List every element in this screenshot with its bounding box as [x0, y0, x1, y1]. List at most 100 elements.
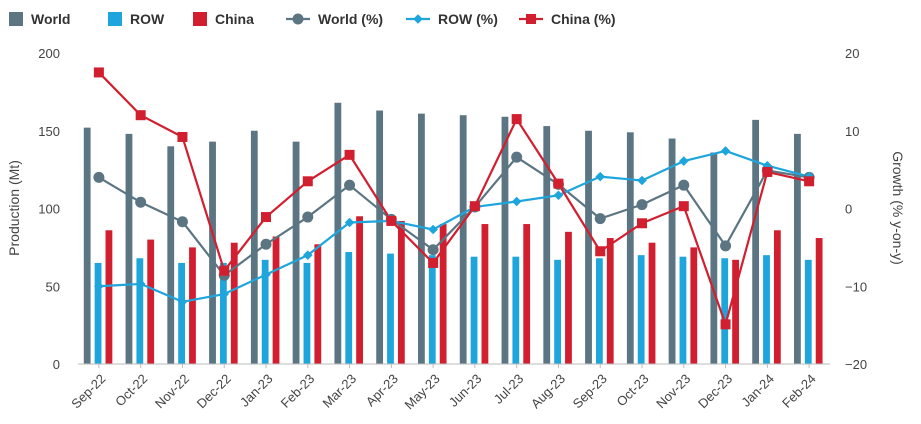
- bar-row: [178, 262, 186, 364]
- point-china: [678, 201, 689, 212]
- bar-world: [292, 141, 300, 364]
- point-world: [511, 151, 523, 163]
- y-left-tick-label: 0: [53, 357, 60, 372]
- x-tick-label: Jan-23: [237, 371, 276, 410]
- bar-row: [136, 258, 144, 364]
- bar-china: [314, 244, 322, 364]
- point-china: [428, 257, 439, 268]
- legend-marker-china: [526, 14, 536, 24]
- bar-china: [815, 238, 823, 364]
- point-row: [94, 281, 104, 292]
- legend-label-world: World: [31, 11, 70, 27]
- y-right-tick-label: 10: [845, 124, 859, 139]
- bar-row: [428, 255, 436, 364]
- point-row: [177, 297, 188, 307]
- point-row: [678, 156, 689, 166]
- bar-china: [189, 247, 196, 364]
- bar-china: [356, 216, 363, 364]
- y-left-tick-label: 200: [38, 46, 60, 61]
- legend-marker-row: [413, 14, 423, 24]
- line-series-group: [93, 67, 815, 330]
- point-row: [595, 171, 606, 182]
- legend-item-row: ROW (%): [406, 11, 498, 27]
- point-china: [762, 166, 773, 177]
- bar-world: [334, 102, 342, 364]
- legend-label-row: ROW: [130, 11, 165, 27]
- bar-china: [105, 230, 113, 364]
- x-tick-label: Aug-23: [528, 371, 568, 411]
- legend: World ROW China World (%) ROW (%) China (%): [9, 11, 616, 27]
- bar-world: [125, 133, 133, 364]
- bar-world: [626, 132, 634, 364]
- bar-world: [83, 127, 91, 364]
- bar-china: [732, 259, 739, 364]
- point-row: [720, 146, 731, 156]
- point-china: [177, 131, 188, 142]
- bar-row: [721, 258, 729, 364]
- legend-swatch-world: [9, 12, 23, 26]
- bar-world: [459, 115, 467, 364]
- point-china: [595, 246, 606, 257]
- bar-world: [418, 113, 425, 365]
- bar-world: [209, 141, 216, 364]
- bar-row: [512, 256, 520, 364]
- line-world: [98, 156, 810, 277]
- x-tick-label: Dec-23: [695, 371, 735, 411]
- bar-world: [543, 126, 551, 365]
- line-china: [98, 71, 810, 326]
- point-world: [344, 179, 356, 191]
- bar-row: [94, 262, 102, 364]
- bar-china: [690, 247, 698, 364]
- bar-world: [167, 146, 175, 364]
- bar-series-group: [83, 102, 823, 365]
- y-axis-left-title: Production (Mt): [6, 160, 22, 256]
- point-china: [386, 215, 397, 226]
- point-row: [553, 190, 564, 201]
- bar-row: [387, 253, 394, 364]
- x-tick-label: Sep-22: [68, 371, 108, 411]
- legend-item-world: World: [9, 11, 70, 27]
- y-left-tick-label: 100: [38, 202, 60, 217]
- legend-item-row: ROW: [108, 11, 165, 27]
- point-china: [511, 114, 522, 125]
- x-tick-label: Apr-23: [363, 371, 401, 409]
- x-tick-label: Mar-23: [319, 371, 359, 411]
- x-tick-label: Jan-24: [738, 371, 777, 410]
- point-world: [427, 244, 439, 256]
- bar-row: [637, 255, 645, 364]
- legend-marker-world: [292, 13, 304, 25]
- y-left-tick-label: 150: [38, 124, 60, 139]
- bar-china: [272, 236, 280, 364]
- point-row: [637, 175, 647, 186]
- legend-item-china: China: [193, 11, 254, 27]
- point-world: [135, 196, 147, 208]
- point-china: [637, 218, 647, 229]
- bar-row: [219, 262, 227, 364]
- x-tick-label: Sep-23: [570, 371, 610, 411]
- bar-china: [397, 220, 405, 364]
- legend-item-world: World (%): [286, 11, 383, 27]
- point-world: [720, 240, 732, 252]
- bar-china: [648, 242, 656, 364]
- x-tick-label: Oct-22: [112, 371, 150, 409]
- bar-china: [481, 224, 489, 364]
- bar-world: [752, 119, 760, 365]
- point-world: [678, 179, 690, 191]
- bar-china: [439, 224, 447, 364]
- bar-row: [763, 255, 770, 364]
- x-tick-label: Jul-23: [491, 371, 527, 407]
- point-china: [720, 319, 731, 330]
- bar-row: [679, 256, 687, 364]
- point-world: [594, 213, 606, 225]
- point-china: [804, 176, 815, 187]
- point-row: [302, 250, 313, 260]
- point-row: [261, 269, 271, 280]
- legend-label-row: ROW (%): [438, 11, 498, 27]
- y-right-tick-label: −20: [845, 357, 867, 372]
- bar-row: [595, 258, 603, 364]
- point-row: [219, 289, 230, 299]
- point-china: [469, 201, 480, 212]
- bar-china: [147, 239, 155, 364]
- x-tick-label: Nov-23: [653, 371, 693, 411]
